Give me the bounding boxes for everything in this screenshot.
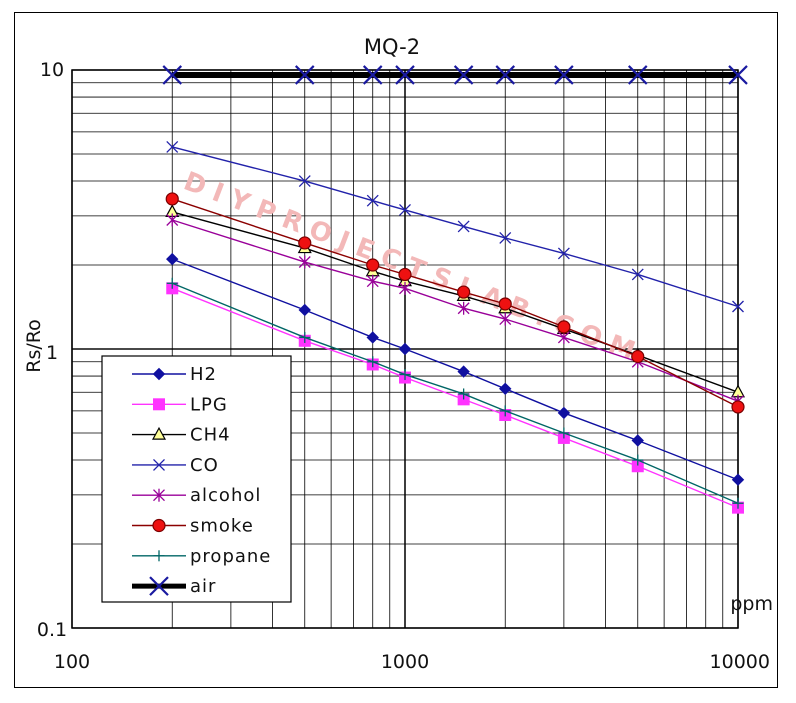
legend-label-propane: propane (190, 546, 271, 567)
data-point-alcohol (457, 301, 470, 315)
chart-title: MQ-2 (364, 35, 420, 59)
watermark: DIYPROJECTSLAB.COM (179, 167, 647, 370)
data-point-h2 (298, 303, 311, 317)
plot-border (71, 69, 739, 629)
data-point-air (294, 65, 315, 85)
legend-item-air: air (132, 576, 216, 597)
legend-label-lpg: LPG (190, 394, 228, 415)
data-point-air (453, 65, 474, 85)
data-point-propane (499, 405, 511, 417)
data-point-h2 (457, 365, 470, 378)
y-tick-label: 0.1 (37, 619, 67, 641)
legend-item-co: CO (132, 455, 219, 476)
y-tick-label: 1 (46, 342, 58, 364)
data-point-h2 (166, 252, 179, 266)
data-point-propane (299, 331, 311, 343)
data-point-smoke (398, 267, 412, 282)
legend-item-propane: propane (132, 546, 271, 567)
data-point-air (728, 65, 748, 85)
series-air (162, 65, 748, 85)
data-point-alcohol (499, 312, 512, 326)
legend-label-co: CO (190, 455, 219, 476)
data-point-smoke (731, 400, 745, 414)
data-point-smoke (631, 349, 645, 364)
legend-label-ch4: CH4 (190, 425, 231, 446)
legend-label-h2: H2 (190, 364, 217, 385)
data-point-propane (399, 369, 411, 381)
data-point-propane (558, 427, 570, 439)
x-tick-label: 10000 (710, 651, 770, 673)
series-h2 (166, 252, 745, 486)
data-point-h2 (398, 342, 412, 356)
y-axis-label: Rs/Ro (23, 319, 45, 372)
data-point-h2 (731, 473, 745, 486)
x-tick-label: 1000 (381, 651, 429, 673)
data-point-propane (458, 388, 470, 400)
data-point-propane (632, 454, 644, 466)
data-point-smoke (498, 297, 512, 311)
data-point-h2 (366, 331, 379, 344)
data-point-alcohol (399, 281, 411, 295)
data-point-air (627, 65, 648, 85)
data-point-propane (732, 497, 744, 509)
data-point-propane (367, 356, 379, 368)
legend-marker-alcohol (153, 488, 165, 502)
legend-label-smoke: smoke (190, 516, 254, 537)
data-point-co (166, 140, 179, 153)
data-point-co (399, 204, 411, 216)
data-point-propane (166, 277, 178, 289)
legend-label-air: air (190, 576, 216, 597)
data-point-h2 (631, 434, 644, 447)
data-point-alcohol (166, 213, 179, 227)
x-axis-unit-label: ppm (730, 593, 773, 615)
legend: H2 LPG CH4 CO alcohol smoke propane air (101, 355, 292, 603)
data-point-air (554, 65, 574, 85)
legend-item-smoke: smoke (132, 516, 254, 537)
data-point-co (732, 300, 744, 313)
y-tick-label: 10 (40, 59, 64, 81)
legend-item-h2: H2 (132, 364, 217, 385)
legend-item-alcohol: alcohol (132, 485, 261, 506)
data-point-h2 (557, 406, 571, 420)
series-propane (166, 277, 744, 509)
legend-marker-lpg (153, 398, 165, 411)
x-tick-label: 100 (54, 651, 90, 673)
legend-marker-ch4 (151, 426, 167, 440)
data-point-co (298, 175, 311, 187)
data-point-co (499, 232, 512, 244)
data-point-smoke (457, 285, 471, 299)
legend-marker-h2 (152, 367, 166, 381)
data-point-co (557, 247, 570, 260)
legend-box (101, 355, 292, 603)
data-point-air (395, 65, 415, 85)
data-point-alcohol (366, 274, 379, 288)
series-co (166, 140, 744, 313)
series-smoke (165, 192, 745, 414)
data-point-alcohol (298, 255, 311, 269)
legend-item-ch4: CH4 (132, 425, 231, 446)
tick-labels: 100 1000 10000 10 1 0.1 (37, 59, 770, 673)
legend-label-alcohol: alcohol (190, 485, 261, 506)
legend-marker-co (153, 458, 165, 471)
data-point-co (457, 220, 470, 233)
data-point-air (495, 65, 516, 85)
data-point-smoke (557, 320, 571, 334)
data-point-air (362, 65, 383, 85)
legend-item-lpg: LPG (132, 394, 228, 415)
data-point-air (162, 65, 183, 85)
data-point-smoke (165, 192, 179, 206)
data-point-smoke (366, 258, 380, 272)
data-point-h2 (499, 382, 512, 396)
data-point-smoke (298, 236, 312, 250)
legend-marker-smoke (152, 518, 166, 533)
legend-marker-propane (153, 550, 165, 562)
legend-marker-air (149, 576, 169, 596)
data-point-co (366, 194, 379, 207)
data-point-co (631, 268, 644, 281)
series-layer (162, 65, 748, 514)
